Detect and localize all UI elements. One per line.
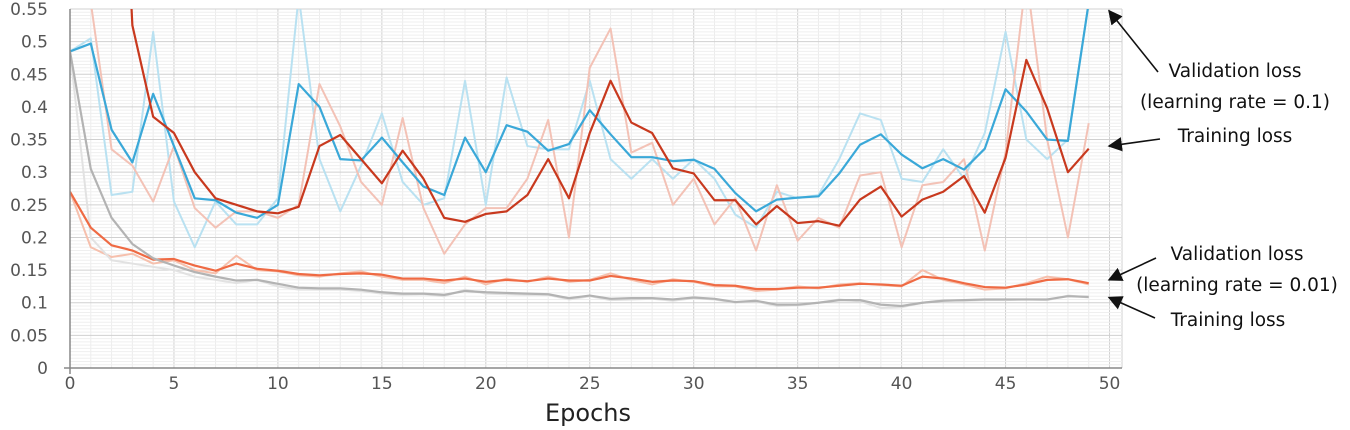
y-tick-label: 0.55 <box>10 0 48 20</box>
x-tick-label: 40 <box>891 374 913 394</box>
annotation-text: Training loss <box>1170 310 1286 331</box>
series-line <box>70 191 1089 291</box>
y-tick-label: 0.3 <box>21 163 48 183</box>
y-tick-label: 0.45 <box>10 65 48 85</box>
y-tick-label: 0.25 <box>10 196 48 216</box>
x-axis-label: Epochs <box>545 399 631 427</box>
y-tick-label: 0.4 <box>21 98 48 118</box>
annotation-arrow <box>1108 9 1159 73</box>
x-tick-label: 30 <box>683 374 705 394</box>
annotation-arrow <box>1107 137 1161 152</box>
series-line <box>70 51 1089 308</box>
series-line <box>130 9 1090 227</box>
annotation-text: Validation loss <box>1171 244 1304 265</box>
y-tick-label: 0.35 <box>10 131 48 151</box>
x-tick-label: 10 <box>267 374 289 394</box>
x-tick-label: 50 <box>1099 374 1121 394</box>
x-tick-label: 0 <box>65 374 76 394</box>
series-line <box>70 9 1089 219</box>
annotation-text: Validation loss <box>1169 61 1302 82</box>
y-tick-label: 0.1 <box>21 294 48 314</box>
x-tick-label: 25 <box>579 374 601 394</box>
annotations: Validation loss (learning rate = 0.1) Trai… <box>1107 9 1338 331</box>
x-tick-label: 20 <box>475 374 497 394</box>
raw-series-line <box>70 191 1089 292</box>
annotation-arrow <box>1107 296 1156 319</box>
y-tick-label: 0 <box>37 359 48 379</box>
x-tick-label: 45 <box>995 374 1017 394</box>
annotation-arrow <box>1107 257 1157 281</box>
raw-series-lines <box>70 9 1090 309</box>
annotation-text: (learning rate = 0.01) <box>1136 275 1338 296</box>
y-tick-label: 0.05 <box>10 326 48 346</box>
axes <box>64 9 1122 374</box>
annotation-text: (learning rate = 0.1) <box>1140 92 1330 113</box>
annotation: Validation loss (learning rate = 0.01) <box>1107 244 1338 296</box>
y-tick-label: 0.15 <box>10 261 48 281</box>
x-tick-label: 5 <box>169 374 180 394</box>
annotation: Training loss <box>1107 296 1286 331</box>
raw-series-line <box>70 9 1089 249</box>
annotation: Validation loss (learning rate = 0.1) <box>1108 9 1330 113</box>
tick-labels: 0 0.05 0.1 0.15 0.2 0.25 0.3 0.35 0.4 0.45 0.5 0.55… <box>10 0 1120 394</box>
annotation-text: Training loss <box>1177 126 1293 147</box>
x-tick-label: 35 <box>787 374 809 394</box>
x-tick-label: 15 <box>371 374 393 394</box>
smoothed-series-lines <box>70 9 1090 308</box>
y-tick-label: 0.5 <box>21 33 48 53</box>
grid <box>69 8 1123 369</box>
raw-series-line <box>70 51 1089 309</box>
y-tick-label: 0.2 <box>21 228 48 248</box>
annotation: Training loss <box>1107 126 1293 152</box>
